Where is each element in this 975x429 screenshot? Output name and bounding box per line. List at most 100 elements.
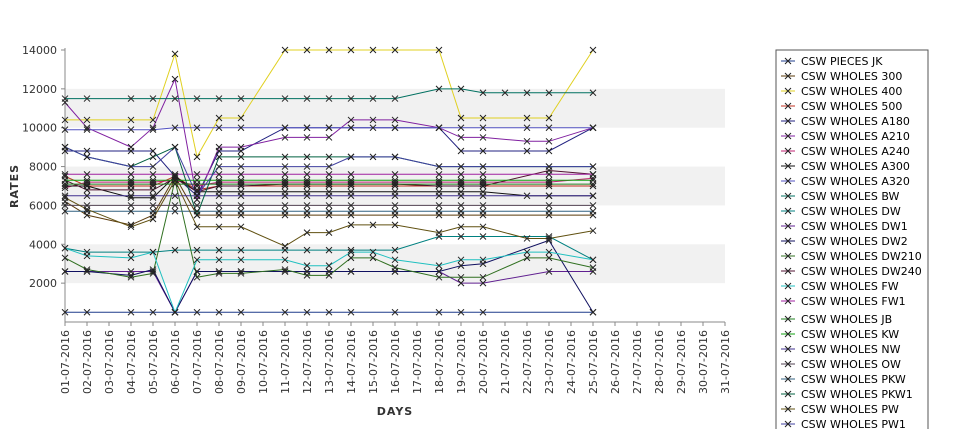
legend-label: CSW WHOLES BW xyxy=(801,190,900,203)
data-point xyxy=(325,308,333,316)
legend-item: CSW WHOLES JB xyxy=(781,313,892,326)
data-point xyxy=(457,192,465,200)
y-tick-labels: 2000 4000 6000 8000 10000 12000 14000 xyxy=(22,44,65,290)
legend-label: CSW PIECES JK xyxy=(801,55,883,68)
legend-label: CSW WHOLES PKW xyxy=(801,373,906,386)
data-point xyxy=(391,46,399,54)
legend-marker-icon xyxy=(784,267,792,275)
data-point xyxy=(325,229,333,236)
data-point xyxy=(237,223,245,231)
data-point xyxy=(303,153,311,161)
data-point xyxy=(149,194,157,202)
data-point xyxy=(435,202,443,209)
data-point xyxy=(391,256,399,264)
data-point xyxy=(479,223,487,231)
data-point xyxy=(369,95,377,102)
data-point xyxy=(435,308,443,316)
data-point xyxy=(127,273,135,281)
data-point xyxy=(149,186,157,194)
data-point xyxy=(127,192,135,200)
data-point xyxy=(479,308,487,316)
legend-marker-icon xyxy=(784,177,792,185)
legend-marker-icon xyxy=(784,147,792,155)
data-point xyxy=(193,170,201,178)
data-point xyxy=(237,182,245,190)
data-point xyxy=(61,95,69,102)
data-point xyxy=(369,221,377,229)
legend-marker-icon xyxy=(784,222,792,230)
data-point xyxy=(193,256,201,264)
data-point xyxy=(303,124,311,132)
data-point xyxy=(193,153,201,161)
data-point xyxy=(479,170,487,178)
legend-item: CSW PIECES JK xyxy=(781,55,883,68)
data-point xyxy=(83,126,91,134)
data-point xyxy=(237,192,245,200)
data-point xyxy=(303,170,311,178)
data-point xyxy=(193,246,201,254)
data-point xyxy=(347,207,355,215)
data-point xyxy=(61,207,69,215)
series-line-2 xyxy=(65,49,594,159)
data-point xyxy=(281,163,289,170)
y-tick-label: 2000 xyxy=(29,277,57,290)
x-tick-label: 02-07-2016 xyxy=(81,330,94,394)
data-point xyxy=(325,153,333,161)
data-point xyxy=(325,207,333,215)
data-point xyxy=(457,182,465,190)
data-point xyxy=(281,242,289,250)
data-point xyxy=(435,176,443,184)
x-tick-label: 21-07-2016 xyxy=(499,330,512,394)
data-point xyxy=(281,256,289,264)
data-point xyxy=(457,170,465,178)
data-point xyxy=(193,268,201,275)
legend-marker-icon xyxy=(784,162,792,170)
legend-item: CSW WHOLES PW1 xyxy=(781,418,906,429)
data-point xyxy=(435,207,443,215)
data-point xyxy=(545,192,553,200)
data-point xyxy=(479,147,487,155)
data-point xyxy=(303,192,311,200)
x-tick-label: 14-07-2016 xyxy=(345,330,358,394)
data-point xyxy=(457,124,465,132)
data-point xyxy=(347,268,355,275)
data-point xyxy=(545,170,553,178)
y-tick-label: 12000 xyxy=(22,83,57,96)
data-point xyxy=(347,308,355,316)
data-point xyxy=(149,170,157,178)
data-point xyxy=(479,207,487,215)
data-point xyxy=(149,270,157,277)
legend-label: CSW WHOLES 300 xyxy=(801,70,902,83)
data-point xyxy=(391,170,399,178)
data-point xyxy=(435,85,443,93)
data-point xyxy=(237,114,245,122)
legend-item: CSW WHOLES FW xyxy=(781,280,899,293)
x-tick-label: 03-07-2016 xyxy=(103,330,116,394)
data-point xyxy=(83,205,91,213)
data-point xyxy=(193,202,201,209)
x-tick-label: 28-07-2016 xyxy=(653,330,666,394)
data-point xyxy=(83,116,91,124)
legend-label: CSW WHOLES PKW1 xyxy=(801,388,913,401)
data-point xyxy=(479,256,487,264)
data-point xyxy=(237,124,245,132)
data-point xyxy=(523,254,531,262)
data-point xyxy=(457,233,465,240)
y-tick-label: 8000 xyxy=(29,161,57,174)
data-point xyxy=(149,268,157,275)
data-point xyxy=(61,143,69,151)
data-point xyxy=(391,153,399,161)
x-tick-label: 11-07-2016 xyxy=(279,330,292,394)
data-point xyxy=(83,252,91,260)
data-point xyxy=(237,270,245,277)
data-point xyxy=(589,256,597,264)
legend-marker-icon xyxy=(784,252,792,260)
data-point xyxy=(523,124,531,132)
legend-item: CSW WHOLES A240 xyxy=(781,145,910,158)
data-point xyxy=(281,153,289,161)
data-point xyxy=(149,147,157,155)
y-tick-label: 14000 xyxy=(22,44,57,57)
data-point xyxy=(347,178,355,186)
data-point xyxy=(171,75,179,83)
data-point xyxy=(545,137,553,145)
